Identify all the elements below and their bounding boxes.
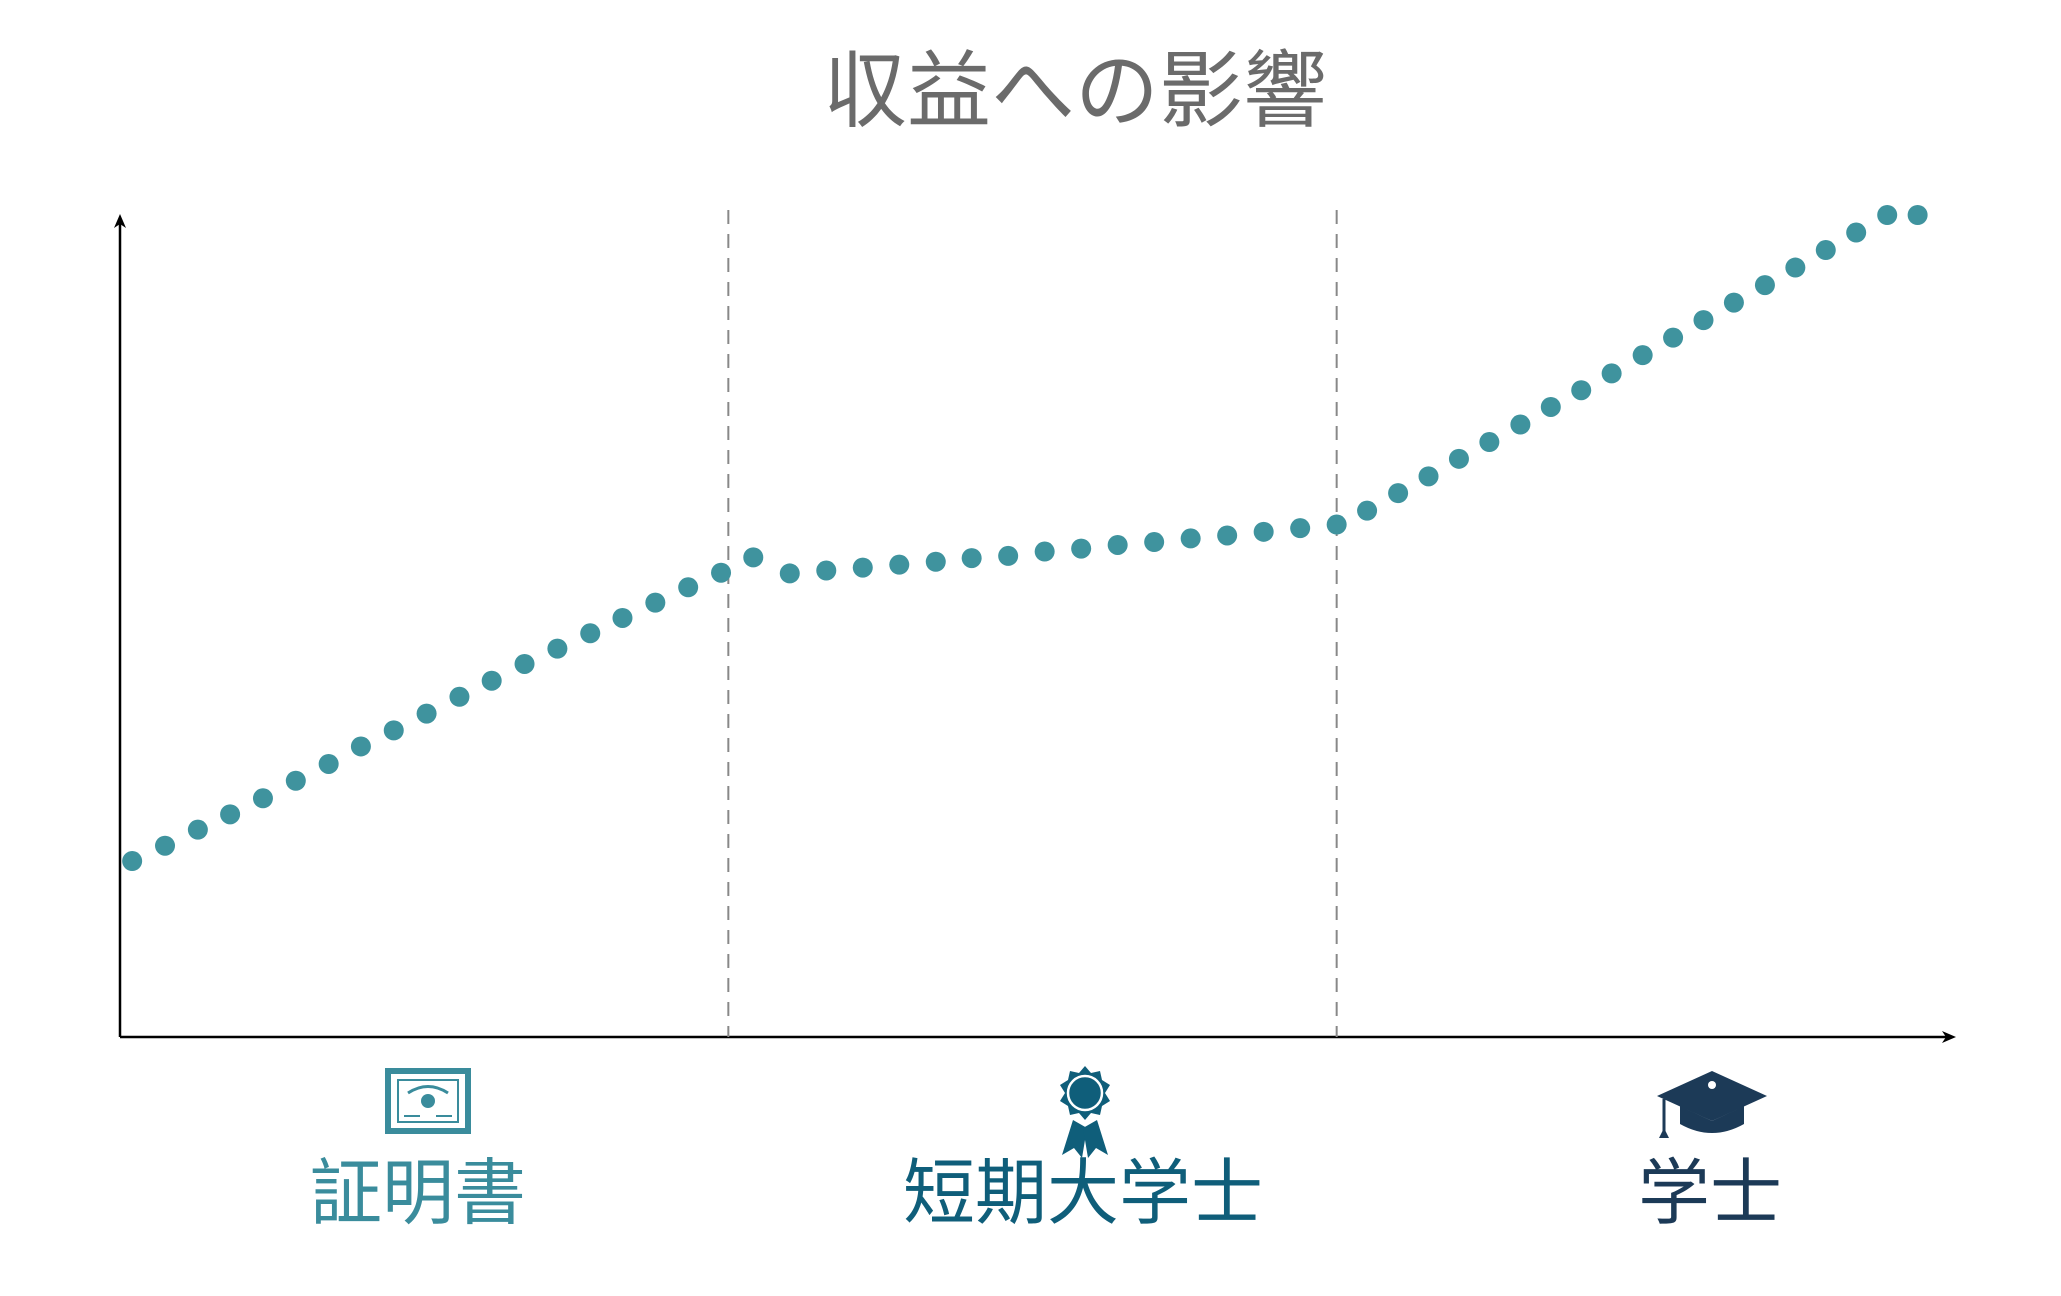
data-point — [1754, 275, 1775, 296]
data-point — [1357, 500, 1378, 521]
data-point — [1632, 345, 1653, 366]
data-point — [383, 720, 404, 741]
data-point — [1448, 448, 1469, 469]
graduation-cap-icon — [1657, 1071, 1767, 1138]
data-point — [1540, 396, 1561, 417]
divider-lines — [727, 210, 1338, 1037]
data-point — [547, 638, 568, 659]
data-point — [1479, 432, 1500, 453]
data-point — [779, 563, 800, 584]
data-point — [318, 753, 339, 774]
data-point — [711, 562, 732, 583]
data-point — [1846, 222, 1867, 243]
data-point — [889, 554, 910, 575]
data-point — [678, 577, 699, 598]
data-point — [1418, 466, 1439, 487]
chart-title: 収益への影響 — [823, 42, 1327, 140]
data-point — [1663, 327, 1684, 348]
data-points — [122, 205, 1928, 872]
data-point — [1601, 363, 1622, 384]
data-point — [1815, 240, 1836, 261]
data-point — [514, 653, 535, 674]
data-point — [1877, 205, 1898, 225]
category-label-certificate: 証明書 — [310, 1151, 526, 1235]
data-point — [220, 804, 241, 825]
data-point — [350, 736, 371, 757]
data-point — [1107, 534, 1128, 555]
data-point — [961, 548, 982, 569]
data-point — [252, 788, 273, 809]
data-point — [612, 607, 633, 628]
data-point — [416, 703, 437, 724]
certificate-icon — [385, 1068, 471, 1134]
data-point — [449, 686, 470, 707]
data-point — [1326, 514, 1347, 535]
data-point — [1388, 483, 1409, 504]
data-point — [122, 851, 143, 872]
data-point — [285, 770, 306, 791]
data-point — [743, 547, 764, 568]
data-point — [1290, 518, 1311, 539]
award-ribbon-icon — [1060, 1066, 1110, 1158]
data-point — [1144, 532, 1165, 553]
data-point — [852, 557, 873, 578]
data-point — [1571, 380, 1592, 401]
data-point — [1034, 541, 1055, 562]
data-point — [645, 592, 666, 613]
data-point — [1785, 257, 1806, 278]
data-point — [155, 835, 176, 856]
data-point — [1180, 528, 1201, 549]
data-point — [1217, 525, 1238, 546]
data-point — [580, 623, 601, 644]
data-point — [1510, 414, 1531, 435]
data-point — [816, 560, 837, 581]
data-point — [481, 670, 502, 691]
data-point — [187, 819, 208, 840]
data-point — [1693, 310, 1714, 331]
data-point — [1071, 538, 1092, 559]
data-point — [1907, 205, 1928, 225]
data-point — [998, 545, 1019, 566]
category-label-associate: 短期大学士 — [903, 1151, 1263, 1235]
data-point — [1723, 292, 1744, 313]
category-label-bachelor: 学士 — [1638, 1151, 1782, 1235]
data-point — [925, 551, 946, 572]
data-point — [1253, 521, 1274, 542]
